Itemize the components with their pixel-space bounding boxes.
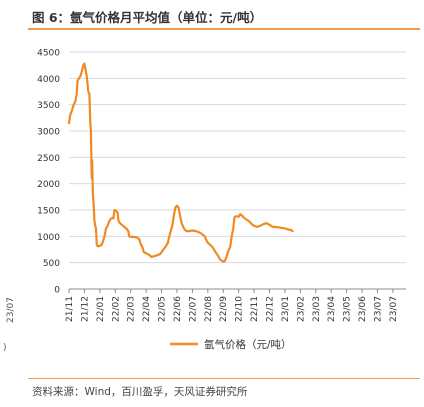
legend-label: 氩气价格（元/吨） <box>204 338 292 351</box>
x-tick-label: 23/04 <box>327 296 337 322</box>
x-tick-label: 23/03 <box>312 296 322 322</box>
figure-title: 图 6：氩气价格月平均值（单位：元/吨） <box>32 10 263 25</box>
adjacent-page-fragment: 23/07 ) <box>0 0 18 407</box>
x-tick-label: 23/07 <box>389 296 399 322</box>
x-tick-label: 21/12 <box>80 296 90 322</box>
x-tick-label: 23/02 <box>296 296 306 322</box>
x-tick-label: 22/11 <box>250 296 260 322</box>
fragment-paren: ) <box>3 343 7 353</box>
y-tick-label: 3500 <box>37 101 60 111</box>
x-tick-label: 22/05 <box>158 296 168 322</box>
x-tick-label: 21/11 <box>65 296 75 322</box>
y-tick-label: 500 <box>43 259 60 269</box>
y-tick-label: 0 <box>54 286 60 296</box>
y-tick-label: 1500 <box>37 207 60 217</box>
series-line <box>67 62 294 263</box>
fragment-date: 23/07 <box>5 297 16 323</box>
y-tick-label: 1000 <box>37 233 60 243</box>
footer-divider <box>28 378 420 379</box>
y-tick-label: 2000 <box>37 180 60 190</box>
x-tick-label: 23/01 <box>281 296 291 322</box>
x-tick-label: 22/10 <box>235 296 245 322</box>
y-tick-label: 3000 <box>37 128 60 138</box>
x-tick-label: 23/05 <box>343 296 353 322</box>
y-tick-label: 2500 <box>37 154 60 164</box>
x-tick-label: 22/09 <box>219 296 229 322</box>
x-tick-label: 23/07 <box>373 296 383 322</box>
x-tick-label: 22/07 <box>188 296 198 322</box>
x-tick-label: 22/12 <box>266 296 276 322</box>
figure-title-bar: 图 6：氩气价格月平均值（单位：元/吨） <box>28 4 420 30</box>
x-tick-label: 22/04 <box>142 296 152 322</box>
y-tick-label: 4500 <box>37 49 60 59</box>
y-tick-label: 4000 <box>37 75 60 85</box>
line-chart: 0 500 1000 1500 2000 2500 3000 3500 4000 4500 21/1… <box>37 49 406 351</box>
x-tick-label: 23/06 <box>358 296 368 322</box>
x-tick-label: 22/06 <box>173 296 183 322</box>
x-tick-label: 22/03 <box>127 296 137 322</box>
x-tick-label: 22/08 <box>204 296 214 322</box>
x-tick-label: 22/01 <box>96 296 106 322</box>
source-note: 资料来源：Wind，百川盈孚，天风证券研究所 <box>32 386 248 398</box>
x-tick-label: 22/02 <box>111 296 121 322</box>
